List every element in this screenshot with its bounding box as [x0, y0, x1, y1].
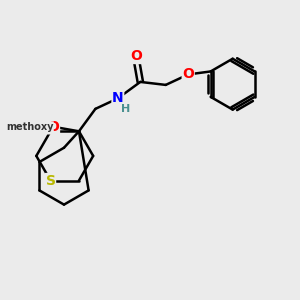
Text: O: O — [48, 120, 59, 134]
Text: H: H — [121, 104, 130, 114]
Text: S: S — [46, 173, 56, 188]
Text: O: O — [130, 50, 142, 64]
Text: methoxy: methoxy — [6, 122, 53, 132]
Text: N: N — [112, 92, 124, 105]
Text: O: O — [182, 68, 194, 81]
